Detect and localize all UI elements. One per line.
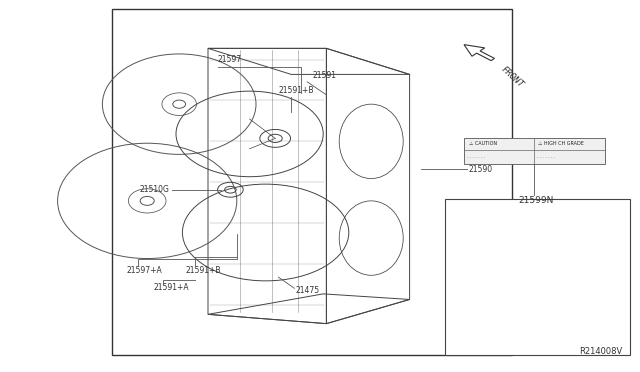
Bar	[112, 9, 512, 355]
Text: R214008V: R214008V	[579, 347, 623, 356]
Text: 21510G: 21510G	[140, 185, 170, 194]
Text: 21590: 21590	[468, 165, 493, 174]
Text: 21597: 21597	[218, 55, 242, 64]
Text: ⚠ CAUTION: ⚠ CAUTION	[469, 141, 497, 147]
Text: - - - - - - -: - - - - - - -	[537, 155, 555, 159]
Text: 21475: 21475	[296, 286, 320, 295]
Text: 21597+A: 21597+A	[127, 266, 163, 275]
Text: 21591+B: 21591+B	[186, 266, 221, 275]
Text: - - - - - - -: - - - - - - -	[467, 155, 485, 159]
Text: 21591: 21591	[312, 71, 337, 80]
Bar	[464, 138, 605, 164]
Text: 21591+A: 21591+A	[154, 283, 189, 292]
Text: ⚠ HIGH CH GRADE: ⚠ HIGH CH GRADE	[538, 141, 584, 147]
FancyArrow shape	[464, 45, 495, 61]
Text: 21591+B: 21591+B	[278, 86, 314, 95]
Text: 21599N: 21599N	[518, 196, 554, 205]
Bar	[445, 199, 630, 355]
Text: FRONT: FRONT	[499, 65, 525, 90]
